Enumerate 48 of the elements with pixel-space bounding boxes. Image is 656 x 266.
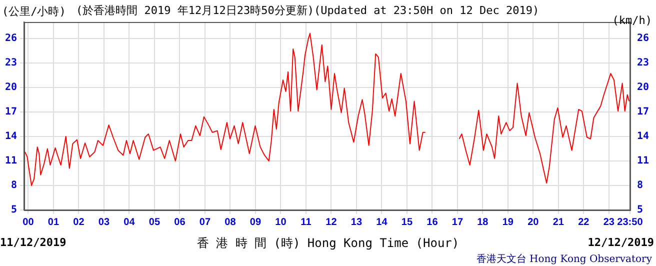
y-tick-label: 14 xyxy=(4,131,18,142)
x-tick-label: 20 xyxy=(528,216,540,228)
chart-title: (於香港時間 2019 年12月12日23時50分更新)(Updated at 23:50H on 12 Dec 2019) xyxy=(76,3,540,18)
y-tick-label: 5 xyxy=(11,204,18,216)
x-tick-label: 23 xyxy=(603,216,615,228)
x-tick-label: 18 xyxy=(477,216,489,228)
x-tick-label: 13 xyxy=(350,216,362,228)
y-tick-label: 23 xyxy=(4,57,18,68)
x-tick-label: 23:50 xyxy=(617,216,644,228)
x-tick-label: 04 xyxy=(124,216,136,228)
y2-tick-label: 11 xyxy=(636,156,650,167)
y2-tick-label: 8 xyxy=(636,180,643,192)
y2-tick-label: 14 xyxy=(636,131,650,142)
text: 11/12/2019 xyxy=(0,236,66,249)
x-tick-label: 19 xyxy=(502,216,514,228)
x-tick-label: 11 xyxy=(300,216,312,228)
x-tick-label: 15 xyxy=(401,216,413,228)
y2-axis-title: (km/h) xyxy=(612,14,652,27)
x-tick-label: 05 xyxy=(148,216,160,228)
y-tick-label: 11 xyxy=(4,156,18,167)
x-tick-label: 01 xyxy=(48,216,60,228)
text: 香港天文台 Hong Kong Observatory xyxy=(476,252,652,266)
x-tick-label: 21 xyxy=(552,216,564,228)
x-tick-label: 08 xyxy=(224,216,236,228)
x-tick-label: 00 xyxy=(22,216,34,228)
x-tick-label: 06 xyxy=(174,216,186,228)
y2-tick-label: 20 xyxy=(636,82,650,93)
x-tick-label: 03 xyxy=(98,216,110,228)
y-tick-label: 17 xyxy=(4,106,18,118)
x-axis-title: 香 港 時 間 (時) Hong Kong Time (Hour) xyxy=(196,236,460,250)
x-tick-label: 14 xyxy=(376,216,388,228)
y2-tick-label: 17 xyxy=(636,106,650,118)
x-tick-label: 17 xyxy=(452,216,464,228)
y2-tick-label: 26 xyxy=(636,32,650,44)
x-tick-label: 10 xyxy=(275,216,287,228)
y-tick-label: 8 xyxy=(11,180,18,192)
y-tick-label: 20 xyxy=(4,82,18,93)
y-axis-title: (公里/小時) xyxy=(2,4,66,19)
x-tick-label: 16 xyxy=(426,216,438,228)
x-tick-label: 07 xyxy=(199,216,211,228)
text: 12/12/2019 xyxy=(588,236,654,249)
x-tick-label: 22 xyxy=(578,216,590,228)
x-tick-label: 12 xyxy=(326,216,338,228)
y2-tick-label: 23 xyxy=(636,57,650,68)
x-tick-label: 09 xyxy=(250,216,262,228)
x-tick-label: 02 xyxy=(73,216,85,228)
y2-tick-label: 5 xyxy=(636,204,643,216)
y-tick-label: 26 xyxy=(4,32,18,44)
